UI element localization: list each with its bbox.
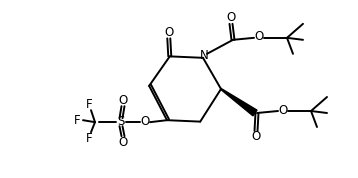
Text: F: F: [86, 132, 92, 145]
Text: N: N: [200, 49, 208, 62]
Text: O: O: [279, 103, 287, 116]
Text: S: S: [117, 115, 125, 128]
Text: F: F: [74, 114, 80, 127]
Text: O: O: [164, 26, 173, 39]
Text: O: O: [118, 94, 127, 107]
Polygon shape: [221, 89, 257, 116]
Text: O: O: [251, 130, 261, 143]
Text: O: O: [226, 11, 236, 24]
Text: F: F: [86, 98, 92, 111]
Text: O: O: [140, 115, 150, 128]
Text: O: O: [118, 136, 127, 149]
Text: O: O: [255, 30, 263, 43]
